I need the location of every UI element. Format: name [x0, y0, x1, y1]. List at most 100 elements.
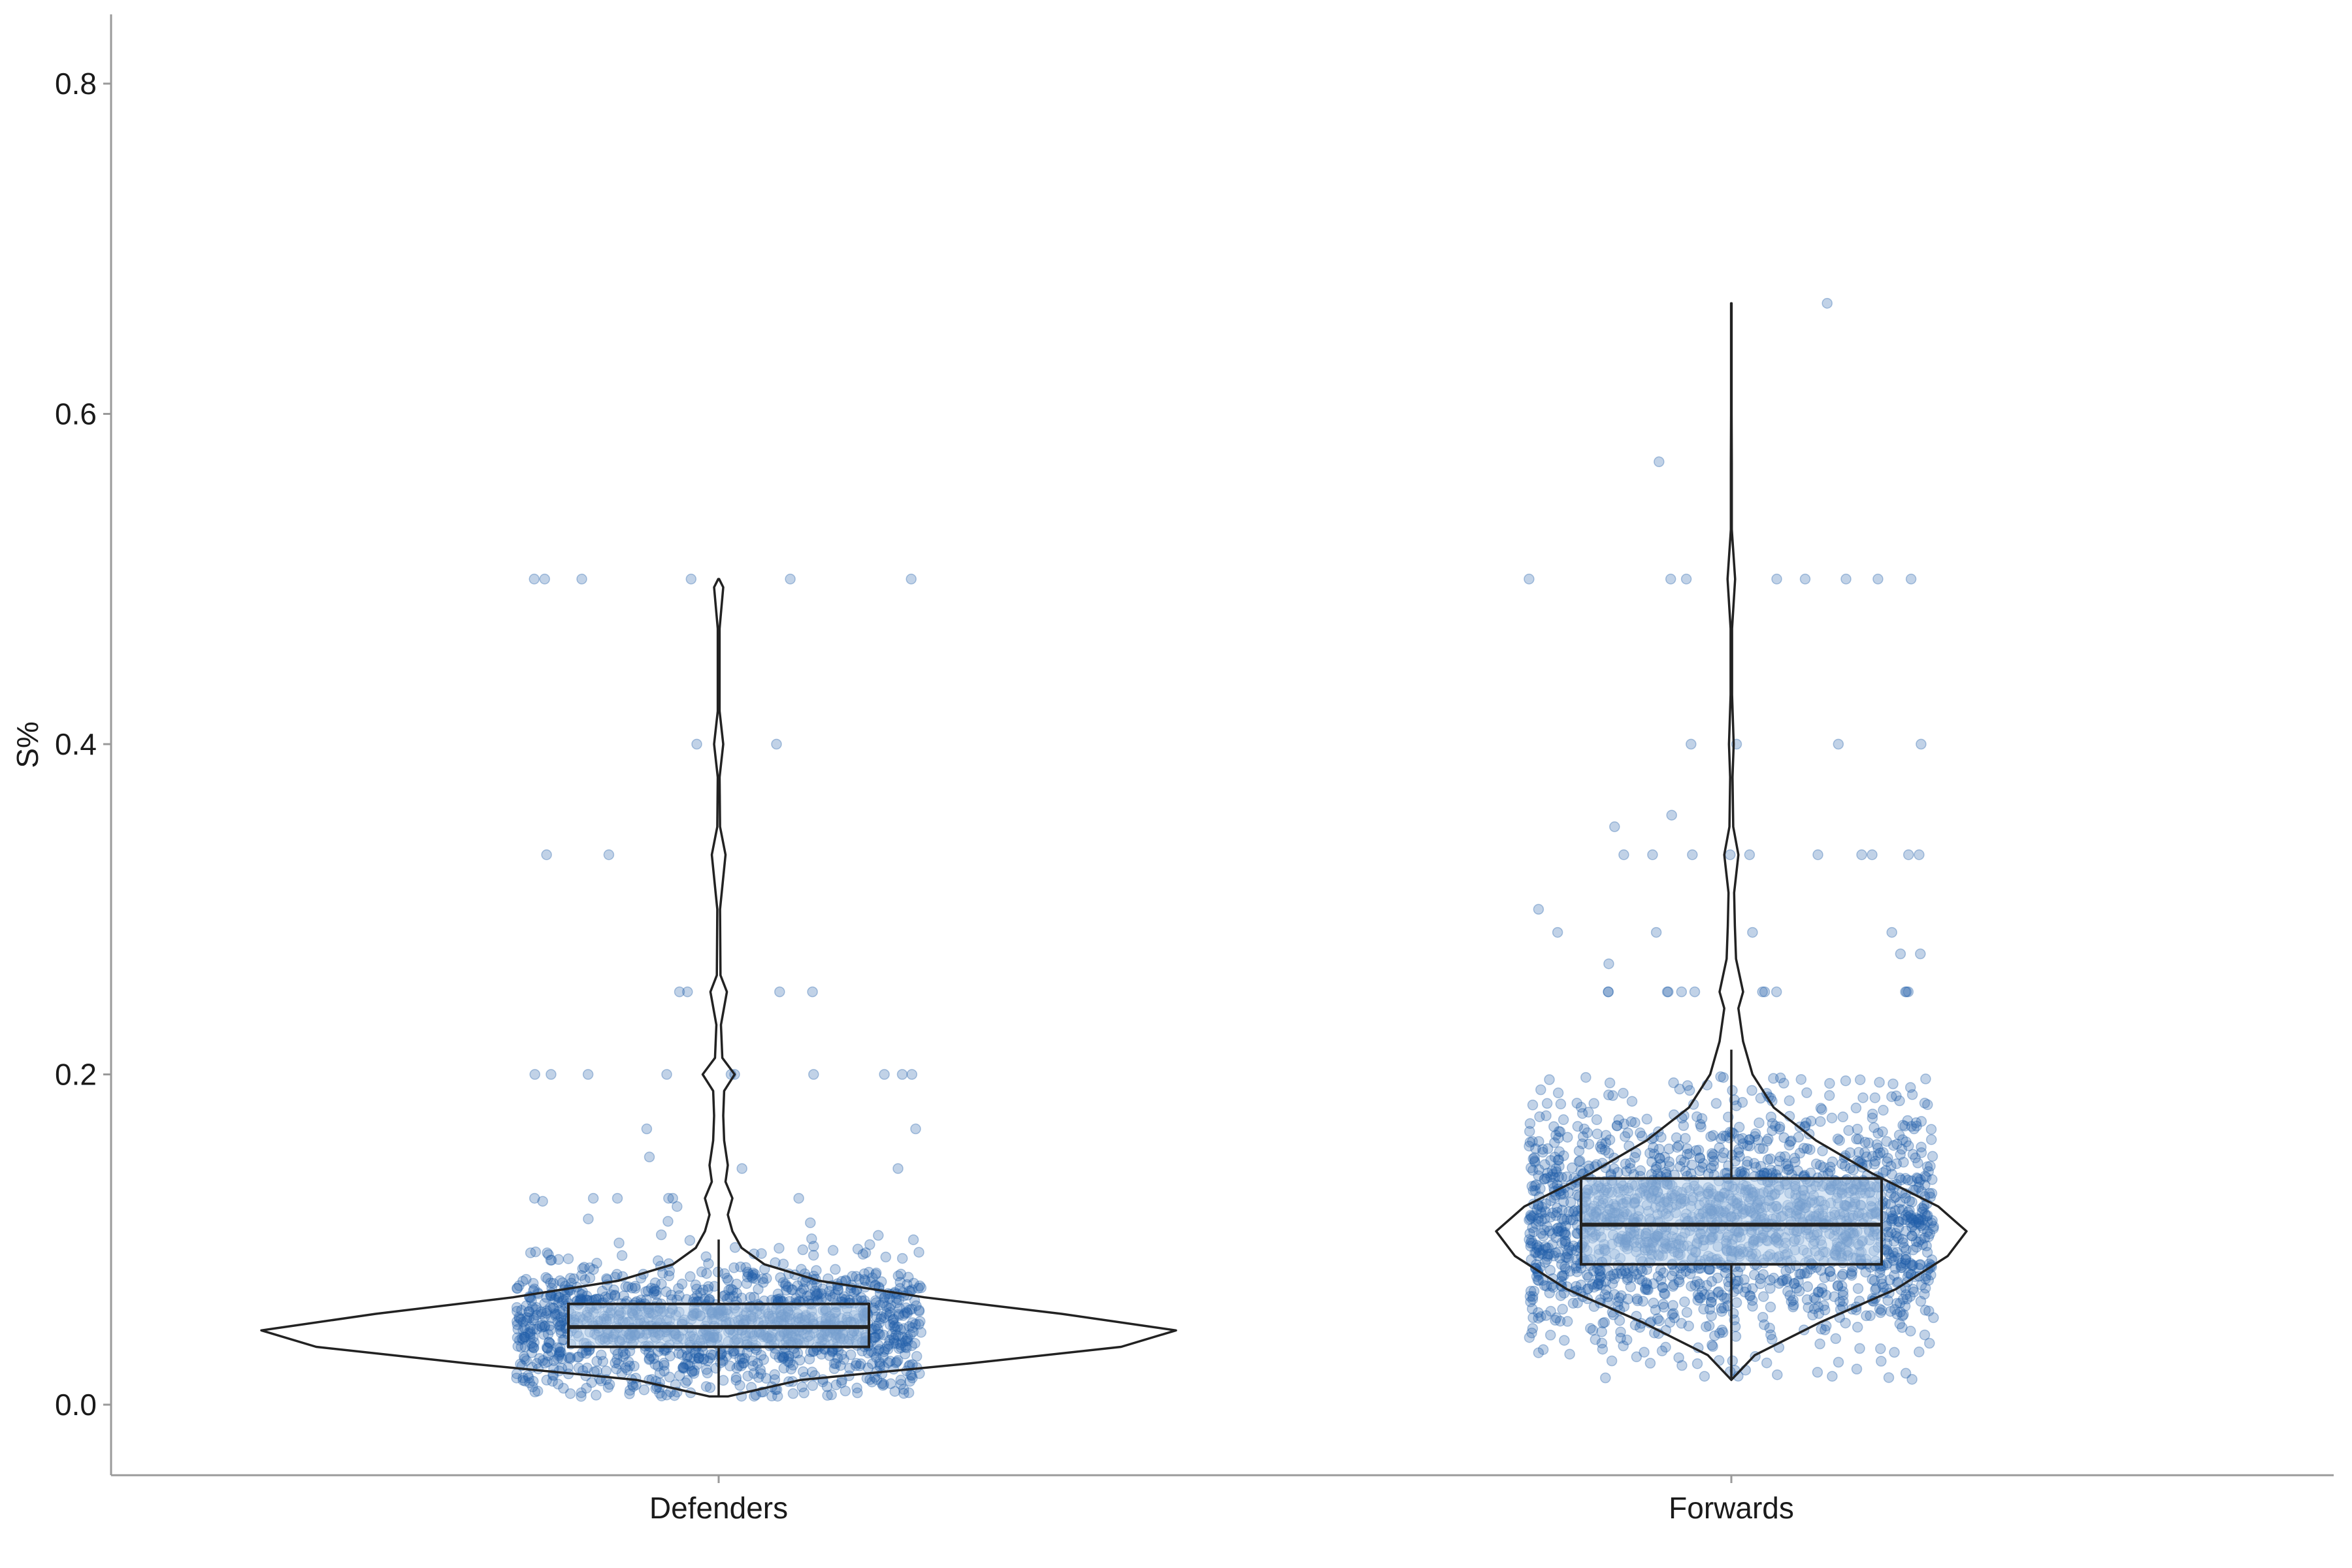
data-point — [1895, 1149, 1906, 1160]
data-point — [880, 1251, 892, 1263]
data-point — [1843, 1125, 1854, 1136]
outlier-point — [612, 1192, 623, 1204]
data-point — [911, 1350, 923, 1362]
data-point — [1718, 1302, 1730, 1314]
outlier-point — [808, 1069, 819, 1080]
data-point — [1561, 1316, 1573, 1327]
data-point — [1676, 1318, 1687, 1329]
x-tick-label: Defenders — [649, 1491, 788, 1525]
data-point — [839, 1291, 851, 1302]
data-point — [761, 1273, 772, 1284]
data-point — [1600, 1137, 1612, 1149]
outlier-point — [546, 1069, 557, 1080]
data-point — [913, 1305, 925, 1316]
data-point — [827, 1245, 839, 1256]
outlier-point — [1812, 849, 1823, 860]
data-point — [1876, 1305, 1887, 1316]
data-point — [721, 1350, 732, 1362]
data-point — [1765, 1301, 1776, 1313]
data-point — [750, 1273, 762, 1284]
data-point — [1552, 1087, 1564, 1099]
data-point — [645, 1282, 657, 1294]
data-point — [627, 1282, 638, 1294]
data-point — [617, 1351, 629, 1362]
data-point — [1803, 1302, 1814, 1313]
data-point — [544, 1320, 555, 1331]
data-point — [576, 1387, 587, 1398]
data-point — [1850, 1102, 1862, 1114]
data-point — [680, 1377, 691, 1388]
data-point — [576, 1269, 587, 1281]
data-point — [898, 1388, 909, 1399]
outlier-point — [1724, 849, 1736, 860]
data-point — [1606, 1355, 1618, 1367]
data-point — [1524, 1234, 1535, 1245]
data-point — [696, 1266, 708, 1278]
data-point — [659, 1365, 670, 1377]
data-point — [1894, 1298, 1906, 1309]
data-point — [1897, 1322, 1908, 1333]
data-point — [544, 1302, 556, 1313]
outlier-point — [641, 1123, 653, 1135]
data-point — [644, 1353, 655, 1364]
data-point — [747, 1355, 759, 1367]
data-point — [542, 1356, 553, 1367]
data-point — [698, 1353, 710, 1365]
data-point — [597, 1356, 609, 1367]
data-point — [871, 1320, 882, 1331]
data-point — [888, 1313, 900, 1325]
data-point — [913, 1247, 924, 1258]
data-point — [1916, 1116, 1927, 1127]
data-point — [1656, 1345, 1668, 1357]
outlier-point — [1895, 948, 1906, 960]
data-point — [618, 1290, 629, 1301]
outlier-point — [661, 1069, 672, 1080]
data-point — [1685, 1268, 1696, 1279]
data-point — [832, 1284, 844, 1296]
data-point — [1820, 1324, 1831, 1335]
data-point — [1907, 1259, 1919, 1271]
data-point — [539, 1298, 550, 1309]
data-point — [555, 1342, 566, 1354]
data-point — [1641, 1284, 1653, 1295]
data-point — [678, 1362, 689, 1373]
data-point — [902, 1331, 913, 1343]
data-point — [1844, 1163, 1856, 1174]
data-point — [1708, 1130, 1719, 1141]
data-point — [541, 1305, 553, 1316]
data-point — [578, 1262, 590, 1273]
data-point — [1572, 1297, 1583, 1309]
data-point — [875, 1313, 887, 1324]
data-point — [1778, 1275, 1789, 1286]
data-point — [1564, 1348, 1575, 1360]
data-point — [517, 1275, 529, 1287]
data-point — [798, 1387, 809, 1399]
data-point — [1801, 1087, 1812, 1098]
data-point — [1805, 1144, 1816, 1155]
data-point — [1824, 1266, 1835, 1277]
data-point — [874, 1329, 885, 1340]
data-point — [906, 1340, 917, 1352]
data-point — [542, 1343, 553, 1354]
data-point — [542, 1328, 554, 1340]
data-point — [821, 1381, 833, 1392]
data-point — [871, 1374, 883, 1385]
data-point — [519, 1322, 531, 1333]
data-point — [849, 1286, 860, 1298]
data-point — [866, 1272, 878, 1283]
data-point — [586, 1377, 597, 1388]
data-point — [540, 1272, 551, 1283]
data-point — [555, 1312, 567, 1323]
data-point — [619, 1348, 631, 1360]
data-point — [549, 1294, 561, 1305]
data-point — [1883, 1372, 1895, 1383]
data-point — [531, 1358, 542, 1369]
data-point — [1708, 1149, 1719, 1160]
data-point — [883, 1310, 895, 1321]
data-point — [1913, 1236, 1924, 1248]
data-point — [664, 1350, 676, 1362]
outlier-point — [1603, 986, 1614, 998]
data-point — [1857, 1092, 1869, 1103]
data-point — [1708, 1160, 1720, 1171]
data-point — [792, 1280, 803, 1292]
